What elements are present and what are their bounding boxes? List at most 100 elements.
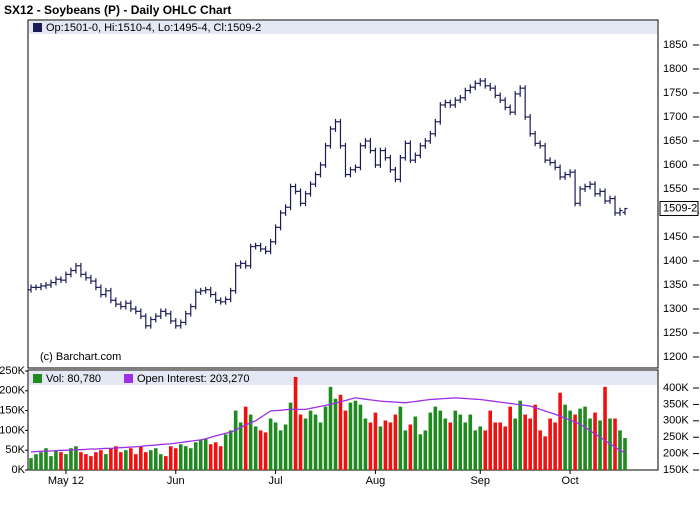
volume-bar: [573, 414, 577, 470]
volume-bar: [363, 418, 368, 470]
open-interest-line: [30, 397, 626, 454]
volume-bar: [198, 440, 203, 470]
y2-tick-label: 250K: [663, 431, 689, 443]
volume-bar: [203, 438, 208, 470]
volume-bar: [388, 422, 393, 470]
volume-bar: [183, 446, 188, 470]
volume-bar: [74, 446, 78, 470]
volume-bar: [458, 414, 463, 470]
volume-bar: [278, 430, 283, 470]
volume-bar: [288, 402, 293, 470]
y-tick-label: 150K: [0, 405, 26, 417]
volume-bar: [168, 446, 173, 470]
volume-bar: [413, 416, 418, 470]
volume-bar: [193, 442, 198, 470]
volume-panel: [27, 369, 659, 471]
volume-bar: [89, 456, 93, 470]
volume-bar: [418, 434, 423, 470]
volume-bar: [403, 430, 408, 470]
volume-bar: [253, 426, 258, 470]
volume-bar: [218, 446, 223, 470]
volume-bar: [433, 406, 438, 470]
volume-bar: [323, 406, 328, 470]
volume-bar: [383, 420, 388, 470]
volume-bar: [134, 454, 138, 470]
volume-legend-swatch: [33, 374, 42, 383]
volume-bar: [139, 446, 143, 470]
volume-bar: [348, 402, 353, 470]
volume-bar: [578, 408, 582, 470]
volume-bar: [438, 410, 443, 470]
y-tick-label: 1800: [663, 63, 687, 75]
volume-bar: [408, 424, 413, 470]
volume-bar: [333, 398, 338, 470]
volume-bar: [553, 422, 557, 470]
volume-bar: [238, 422, 243, 470]
volume-bar: [563, 404, 567, 470]
volume-bar: [593, 412, 597, 470]
volume-bar: [478, 426, 483, 470]
volume-bar: [368, 422, 373, 470]
y2-tick-label: 200K: [663, 448, 689, 460]
volume-bar: [34, 454, 38, 470]
volume-bar: [64, 454, 68, 470]
volume-bar: [129, 448, 133, 470]
volume-bar: [533, 404, 537, 470]
volume-bar: [124, 450, 128, 470]
volume-bar: [448, 422, 453, 470]
volume-bar: [223, 434, 228, 470]
price-panel: [27, 19, 659, 369]
volume-bar: [144, 452, 148, 470]
volume-bar: [109, 448, 113, 470]
volume-bar: [248, 414, 253, 470]
y-tick-label: 1650: [663, 135, 687, 147]
x-tick-label: May 12: [48, 475, 84, 487]
volume-bar: [303, 418, 308, 470]
volume-bar: [263, 432, 268, 470]
volume-bar: [473, 430, 478, 470]
volume-bar: [338, 394, 343, 470]
y-tick-label: 1750: [663, 87, 687, 99]
volume-bar: [188, 448, 193, 470]
volume-bar: [153, 448, 158, 470]
y-tick-label: 1700: [663, 111, 687, 123]
volume-bar: [428, 412, 433, 470]
volume-bar: [528, 418, 532, 470]
volume-bar: [603, 386, 607, 470]
volume-bar: [623, 438, 627, 470]
volume-bar: [343, 410, 348, 470]
volume-bar: [148, 450, 153, 470]
volume-bar: [158, 454, 163, 470]
y-tick-label: 1550: [663, 183, 687, 195]
y-tick-label: 1600: [663, 159, 687, 171]
x-tick-label: Sep: [470, 475, 490, 487]
volume-bar: [94, 452, 98, 470]
x-tick-label: Aug: [366, 475, 386, 487]
y-tick-label: 0K: [12, 464, 26, 476]
volume-bar: [378, 426, 383, 470]
volume-bar: [178, 444, 183, 470]
volume-bar: [583, 406, 587, 470]
volume-bar: [308, 410, 313, 470]
volume-bar: [393, 414, 398, 470]
oi-legend: Open Interest: 203,270: [137, 373, 250, 385]
volume-bar: [613, 418, 617, 470]
oi-legend-swatch: [124, 374, 133, 383]
last-price-box: [659, 201, 699, 217]
y-tick-label: 1200: [663, 351, 687, 363]
volume-bar: [213, 442, 218, 470]
volume-bar: [298, 414, 303, 470]
volume-bar: [49, 456, 53, 470]
volume-bar: [468, 414, 473, 470]
volume-bar: [558, 392, 562, 470]
volume-bar: [114, 446, 118, 470]
volume-bar: [493, 422, 498, 470]
volume-bar: [423, 430, 428, 470]
volume-bar: [353, 400, 358, 470]
x-tick-label: Oct: [562, 475, 579, 487]
y2-tick-label: 400K: [663, 382, 689, 394]
volume-bar: [208, 444, 213, 470]
volume-bar: [568, 410, 572, 470]
volume-bar: [328, 386, 333, 470]
